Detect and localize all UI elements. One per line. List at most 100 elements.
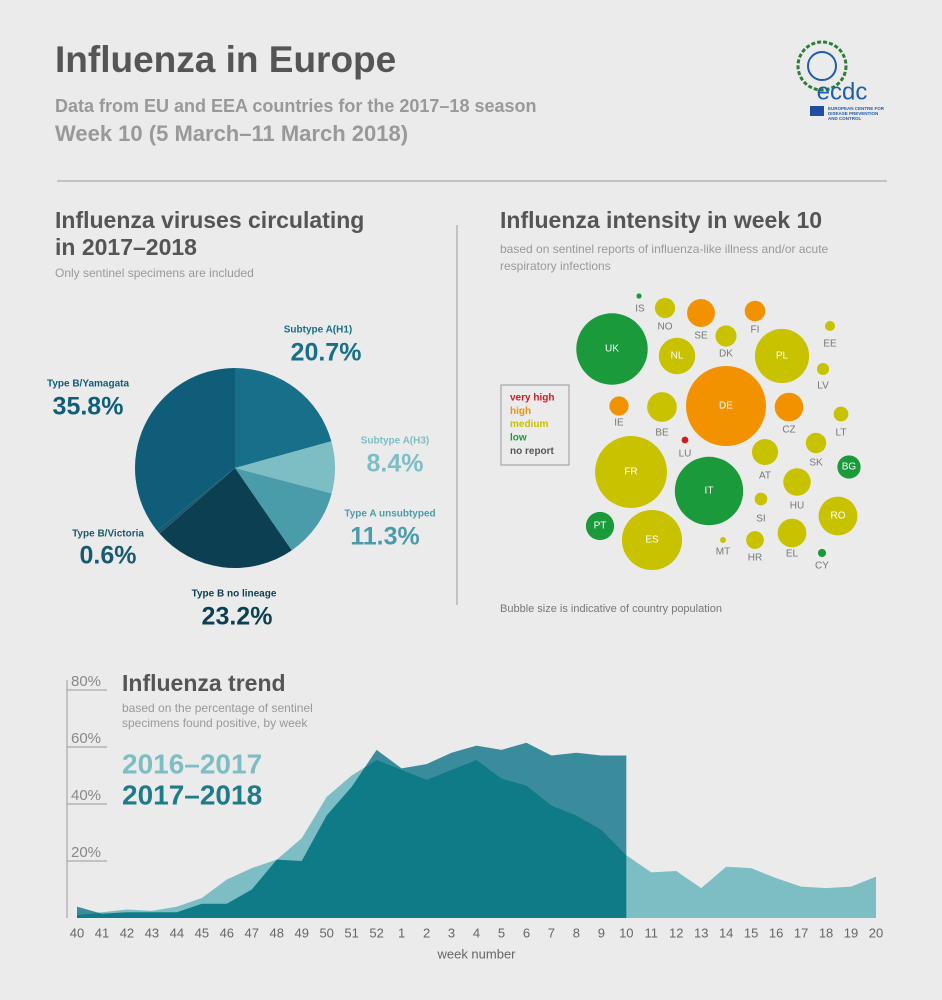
bubble	[681, 436, 689, 444]
legend-item: 2017–2018	[122, 779, 262, 810]
x-tick-label: 13	[694, 925, 708, 940]
x-tick-label: 41	[95, 925, 109, 940]
slice-name: Subtype A(H3)	[361, 436, 430, 447]
bubble	[686, 366, 766, 446]
legend-item: low	[510, 433, 527, 444]
country-label: HRmedium	[748, 553, 762, 564]
bubble	[647, 392, 677, 422]
chart-subtitle: respiratory infections	[500, 259, 611, 273]
legend-item: no report	[510, 446, 555, 457]
logo-org: EUROPEAN CENTRE FOR	[828, 106, 885, 111]
legend-item: very high	[510, 393, 554, 404]
country-label: PLmedium	[776, 351, 789, 362]
slice-value: 11.3%	[350, 523, 420, 551]
logo-flag	[810, 106, 824, 116]
slice-name: Type B/Victoria	[72, 529, 144, 540]
chart-subtitle: specimens found positive, by week	[122, 716, 308, 730]
x-tick-label: 14	[719, 925, 733, 940]
bubble	[751, 438, 779, 466]
logo-org: DISEASE PREVENTION	[828, 111, 878, 116]
bubble	[576, 313, 648, 385]
slice-value: 35.8%	[53, 393, 124, 421]
country-label: BGlow	[842, 462, 857, 473]
title: Influenza in Europe	[55, 39, 396, 80]
y-tick-label: 40%	[71, 787, 101, 804]
chart-title: Influenza trend	[122, 670, 286, 696]
pie-slice	[134, 367, 235, 531]
bubble	[636, 293, 642, 299]
y-tick-label: 80%	[71, 673, 101, 690]
bubble	[746, 531, 764, 549]
bubble	[816, 362, 830, 376]
country-label: FRmedium	[624, 467, 637, 478]
chart-title: Influenza intensity in week 10	[500, 207, 822, 233]
x-tick-label: 45	[195, 925, 209, 940]
legend-item: medium	[510, 419, 548, 430]
country-label: SEhigh	[694, 331, 708, 342]
logo-globe	[796, 40, 848, 92]
country-label: ESmedium	[645, 535, 659, 546]
chart-subtitle: based on the percentage of sentinel	[122, 701, 313, 715]
bubble	[609, 396, 629, 416]
country-label: CYlow	[815, 561, 829, 572]
bubble	[674, 456, 744, 526]
pie-slice	[235, 468, 332, 551]
x-tick-label: 19	[844, 925, 858, 940]
country-label: CZhigh	[782, 425, 795, 436]
legend-item: 2016–2017	[122, 748, 262, 779]
bubble	[754, 328, 810, 384]
country-label: SImedium	[756, 514, 765, 525]
x-tick-label: 6	[523, 925, 530, 940]
bubble	[585, 511, 615, 541]
chart-subtitle: Only sentinel specimens are included	[55, 266, 254, 280]
x-tick-label: 40	[70, 925, 84, 940]
slice-value: 8.4%	[367, 450, 424, 478]
x-tick-label: 10	[619, 925, 633, 940]
country-label: ELmedium	[786, 549, 799, 560]
chart-subtitle: based on sentinel reports of influenza-l…	[500, 242, 829, 256]
x-tick-label: 17	[794, 925, 808, 940]
x-tick-label: 48	[270, 925, 284, 940]
country-label: ATmedium	[759, 471, 771, 482]
x-tick-label: 42	[120, 925, 134, 940]
slice-value: 23.2%	[202, 603, 273, 631]
bubble	[595, 436, 667, 508]
country-label: ISlow	[635, 304, 645, 315]
bubble	[805, 432, 827, 454]
country-label: FIhigh	[751, 325, 760, 336]
x-tick-label: 3	[448, 925, 455, 940]
country-label: ITlow	[705, 486, 714, 497]
country-label: HUmedium	[790, 501, 804, 512]
bubble	[744, 300, 766, 322]
bubble	[687, 299, 715, 327]
x-tick-label: 51	[344, 925, 358, 940]
slice-name: Type B/Yamagata	[47, 379, 130, 390]
x-tick-label: 4	[473, 925, 480, 940]
country-label: LTmedium	[836, 428, 847, 439]
x-tick-label: 20	[869, 925, 883, 940]
chart-title: in 2017–2018	[55, 234, 197, 260]
bubble	[720, 537, 726, 543]
legend-box	[500, 384, 570, 466]
chart-title: Influenza viruses circulating	[55, 207, 364, 233]
bubble	[754, 492, 768, 506]
country-label: IEhigh	[614, 418, 624, 429]
logo-globe	[807, 51, 837, 81]
bubble	[818, 496, 858, 536]
slice-name: Subtype A(H1)	[284, 325, 353, 336]
x-tick-label: 8	[573, 925, 580, 940]
pie-slice	[157, 468, 235, 534]
pie-slice	[235, 367, 332, 468]
logo	[796, 40, 848, 116]
x-tick-label: 49	[294, 925, 308, 940]
country-label: LUvery high	[679, 449, 692, 460]
bubble	[817, 548, 827, 558]
logo-name: ecdc	[817, 78, 868, 105]
x-tick-label: 7	[548, 925, 555, 940]
country-label: MTmedium	[716, 547, 730, 558]
pie-slice	[235, 441, 335, 494]
legend-item: high	[510, 406, 531, 417]
bubble	[774, 392, 804, 422]
pie-slice	[159, 468, 292, 568]
x-tick-label: 16	[769, 925, 783, 940]
